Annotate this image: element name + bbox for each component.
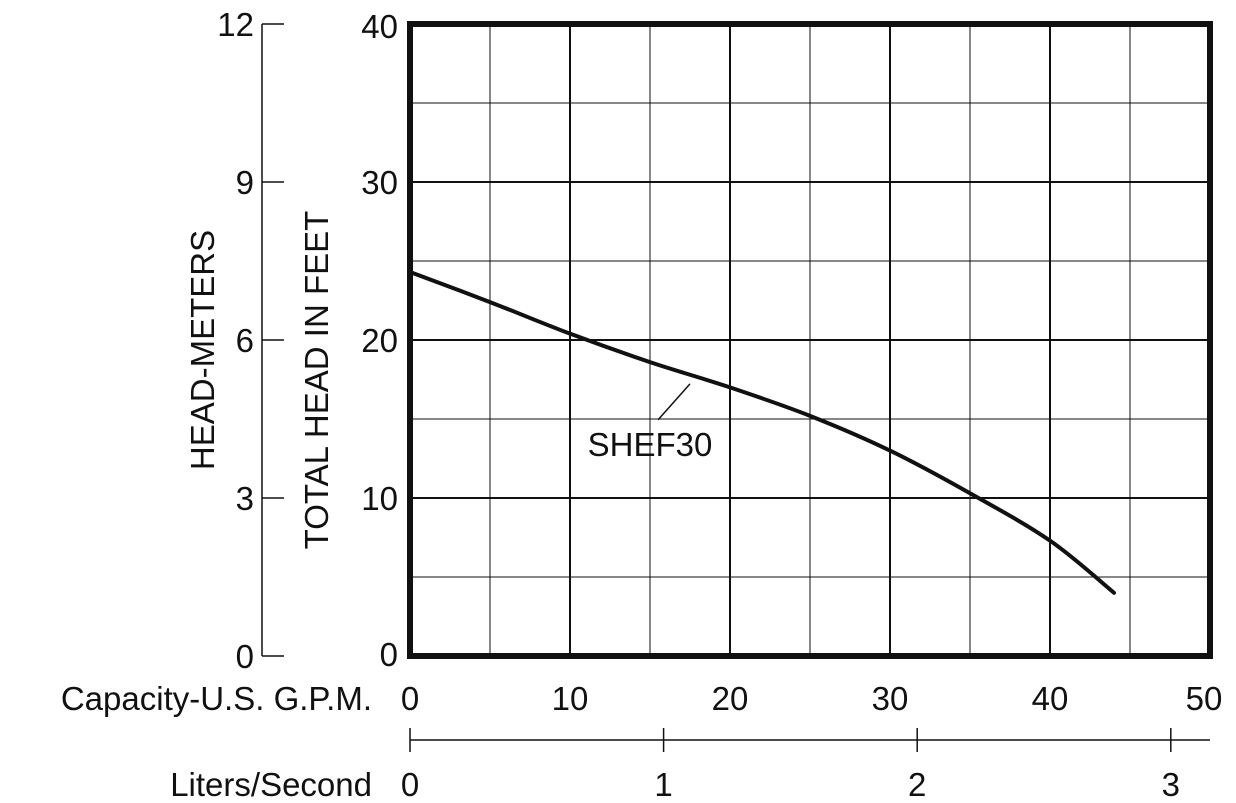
y-tick-label-feet: 10 (361, 480, 398, 517)
x-tick-label-gpm: 20 (712, 680, 749, 717)
curve-layer (408, 270, 1116, 595)
gpm-axis: Capacity-U.S. G.P.M. 0 10 20 30 40 50 (61, 680, 1223, 717)
plot-frame (407, 21, 1213, 659)
lps-tick-label: 0 (401, 766, 419, 803)
y-tick-label-feet: 40 (361, 8, 398, 45)
meters-tick-label: 9 (236, 164, 254, 201)
meters-tick-label: 12 (217, 6, 254, 43)
meters-tick-label: 3 (236, 480, 254, 517)
x-axis-title-gpm: Capacity-U.S. G.P.M. (61, 680, 372, 717)
curve-annotation: SHEF30 (588, 383, 713, 463)
x-tick-label-gpm: 30 (872, 680, 909, 717)
x-tick-label-gpm: 50 (1186, 680, 1223, 717)
meters-tick-label: 0 (236, 638, 254, 675)
lps-tick-label: 3 (1162, 766, 1180, 803)
annotation-leader-line (657, 383, 691, 421)
lps-tick-label: 1 (654, 766, 672, 803)
head-feet-axis: 0 10 20 30 40 TOTAL HEAD IN FEET (298, 8, 398, 673)
lps-tick-label: 2 (908, 766, 926, 803)
x-tick-label-gpm: 10 (552, 680, 589, 717)
y-tick-label-feet: 0 (380, 636, 398, 673)
grid-layer (410, 24, 1210, 656)
annotation-label-shef30: SHEF30 (588, 426, 713, 463)
y-axis-title-feet: TOTAL HEAD IN FEET (298, 211, 335, 550)
head-meters-axis: 0 3 6 9 12 HEAD-METERS (184, 6, 284, 675)
liters-per-second-axis: 0 1 2 3 Liters/Second (170, 728, 1210, 803)
lps-axis-title: Liters/Second (170, 766, 372, 803)
meters-axis-title: HEAD-METERS (184, 230, 221, 470)
y-tick-label-feet: 30 (361, 164, 398, 201)
meters-tick-label: 6 (236, 322, 254, 359)
frame-layer (407, 21, 1213, 659)
series-line-shef30 (408, 270, 1116, 595)
x-tick-label-gpm: 0 (401, 680, 419, 717)
x-tick-label-gpm: 40 (1032, 680, 1069, 717)
y-tick-label-feet: 20 (361, 322, 398, 359)
